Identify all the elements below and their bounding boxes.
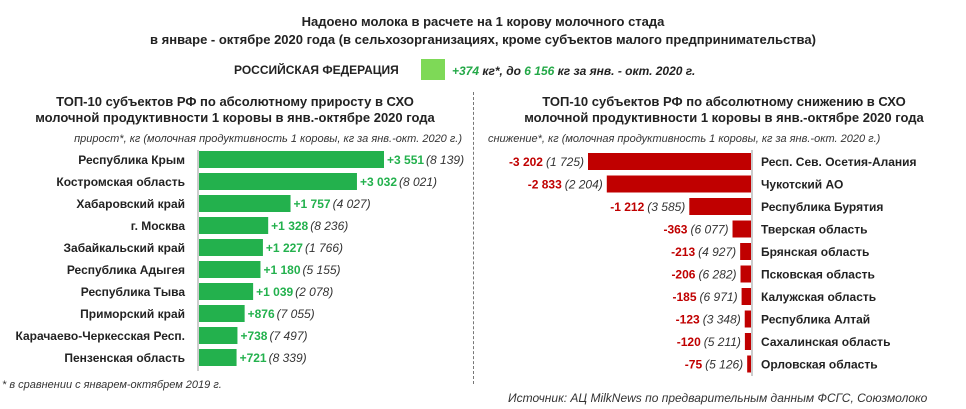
decrease-value-label: -123	[676, 313, 700, 327]
decrease-value-label: -120	[677, 335, 701, 349]
russia-suffix: кг за янв. - окт. 2020 г.	[554, 64, 696, 78]
source-note: Источник: АЦ MilkNews по предварительным…	[508, 391, 928, 405]
decrease-value-label: -2 833	[528, 178, 562, 192]
right-panel-note: снижение*, кг (молочная продуктивность 1…	[488, 133, 881, 145]
decrease-bar	[741, 288, 751, 305]
increase-bar	[199, 349, 237, 366]
increase-category-label: Приморский край	[80, 307, 185, 321]
russia-delta: +374	[452, 64, 480, 78]
increase-bar	[199, 217, 269, 234]
decrease-secondary-label: (5 126)	[705, 358, 743, 372]
increase-bar	[199, 327, 238, 344]
decrease-category-label: Орловская область	[761, 358, 878, 372]
russia-label: РОССИЙСКАЯ ФЕДЕРАЦИЯ	[234, 63, 399, 77]
increase-secondary-label: (1 766)	[305, 241, 343, 255]
increase-value-label: +1 180	[263, 263, 300, 277]
decrease-bar	[689, 198, 751, 215]
decrease-bar	[606, 175, 751, 193]
panel-divider	[473, 92, 474, 384]
decrease-secondary-label: (6 077)	[690, 223, 728, 237]
decrease-value-label: -3 202	[509, 155, 543, 169]
increase-value-label: +1 227	[266, 241, 303, 255]
increase-secondary-label: (2 078)	[295, 285, 333, 299]
increase-category-label: Карачаево-Черкесская Респ.	[15, 329, 185, 343]
increase-value-label: +1 039	[256, 285, 293, 299]
decrease-value-label: -1 212	[610, 200, 644, 214]
decrease-category-label: Сахалинская область	[761, 335, 890, 349]
decrease-value-label: -213	[671, 245, 695, 259]
decrease-bar	[744, 310, 751, 328]
decrease-category-label: Республика Алтай	[761, 313, 870, 327]
increase-value-label: +721	[240, 351, 267, 365]
decrease-secondary-label: (1 725)	[546, 155, 584, 169]
decrease-value-label: -363	[663, 223, 687, 237]
decrease-secondary-label: (3 348)	[703, 313, 741, 327]
increase-secondary-label: (7 497)	[269, 329, 307, 343]
increase-bar	[199, 173, 357, 190]
increase-bar	[199, 261, 261, 278]
chart-title-line2: в январе - октябре 2020 года (в сельхозо…	[150, 32, 816, 47]
increase-category-label: Республика Тыва	[81, 285, 186, 299]
decrease-bar	[732, 220, 751, 238]
decrease-category-label: Калужская область	[761, 290, 876, 304]
chart-title-line1: Надоено молока в расчете на 1 корову мол…	[301, 14, 665, 29]
right-panel-title-line2: молочной продуктивности 1 коровы в янв.-…	[524, 110, 924, 125]
decrease-secondary-label: (2 204)	[565, 178, 603, 192]
decrease-secondary-label: (4 927)	[698, 245, 736, 259]
decrease-bar	[744, 333, 751, 350]
decrease-value-label: -206	[671, 268, 695, 282]
increase-secondary-label: (4 027)	[333, 197, 371, 211]
russia-summary: +374 кг*, до 6 156 кг за янв. - окт. 202…	[452, 64, 695, 78]
decrease-category-label: Псковская область	[761, 268, 875, 282]
increase-secondary-label: (8 339)	[269, 351, 307, 365]
russia-unit: кг*, до	[479, 64, 525, 78]
decrease-category-label: Респ. Сев. Осетия-Алания	[761, 155, 917, 169]
increase-category-label: Республика Крым	[78, 153, 185, 167]
increase-bar	[199, 283, 254, 300]
increase-secondary-label: (8 236)	[310, 219, 348, 233]
increase-category-label: Хабаровский край	[76, 197, 185, 211]
footnote: * в сравнении с январем-октябрем 2019 г.	[2, 379, 222, 391]
increase-value-label: +1 328	[271, 219, 308, 233]
increase-secondary-label: (8 021)	[399, 175, 437, 189]
increase-category-label: г. Москва	[131, 219, 186, 233]
increase-secondary-label: (5 155)	[303, 263, 341, 277]
left-panel-note: прирост*, кг (молочная продуктивность 1 …	[74, 133, 462, 145]
russia-bar	[421, 59, 445, 80]
decrease-secondary-label: (3 585)	[647, 200, 685, 214]
increase-category-label: Пензенская область	[64, 351, 185, 365]
increase-bar	[199, 195, 291, 212]
left-panel-title-line2: молочной продуктивности 1 коровы в янв.-…	[35, 110, 435, 125]
increase-bar	[199, 239, 263, 256]
russia-total: 6 156	[524, 64, 555, 78]
right-panel-title-line1: ТОП-10 субъектов РФ по абсолютному сниже…	[542, 94, 906, 109]
increase-category-label: Костромская область	[56, 175, 185, 189]
decrease-secondary-label: (6 282)	[698, 268, 736, 282]
decrease-category-label: Республика Бурятия	[761, 200, 883, 214]
decrease-category-label: Тверская область	[761, 223, 867, 237]
increase-value-label: +3 551	[387, 153, 424, 167]
decrease-bar	[588, 153, 751, 170]
decrease-value-label: -185	[673, 290, 697, 304]
decrease-secondary-label: (5 211)	[704, 335, 741, 349]
decrease-bar	[740, 243, 751, 260]
increase-secondary-label: (7 055)	[277, 307, 315, 321]
decrease-secondary-label: (6 971)	[700, 290, 738, 304]
decrease-value-label: -75	[685, 358, 703, 372]
decrease-category-label: Чукотский АО	[761, 178, 843, 192]
increase-value-label: +738	[240, 329, 267, 343]
increase-bar	[199, 305, 245, 322]
increase-category-label: Забайкальский край	[64, 241, 186, 255]
left-panel-title-line1: ТОП-10 субъектов РФ по абсолютному приро…	[56, 94, 414, 109]
decrease-category-label: Брянская область	[761, 245, 869, 259]
increase-value-label: +876	[248, 307, 275, 321]
increase-bar	[199, 151, 384, 168]
decrease-bar	[740, 265, 751, 283]
increase-category-label: Республика Адыгея	[67, 263, 185, 277]
increase-value-label: +1 757	[294, 197, 331, 211]
increase-secondary-label: (8 139)	[426, 153, 464, 167]
decrease-bar	[747, 355, 751, 373]
increase-value-label: +3 032	[360, 175, 397, 189]
